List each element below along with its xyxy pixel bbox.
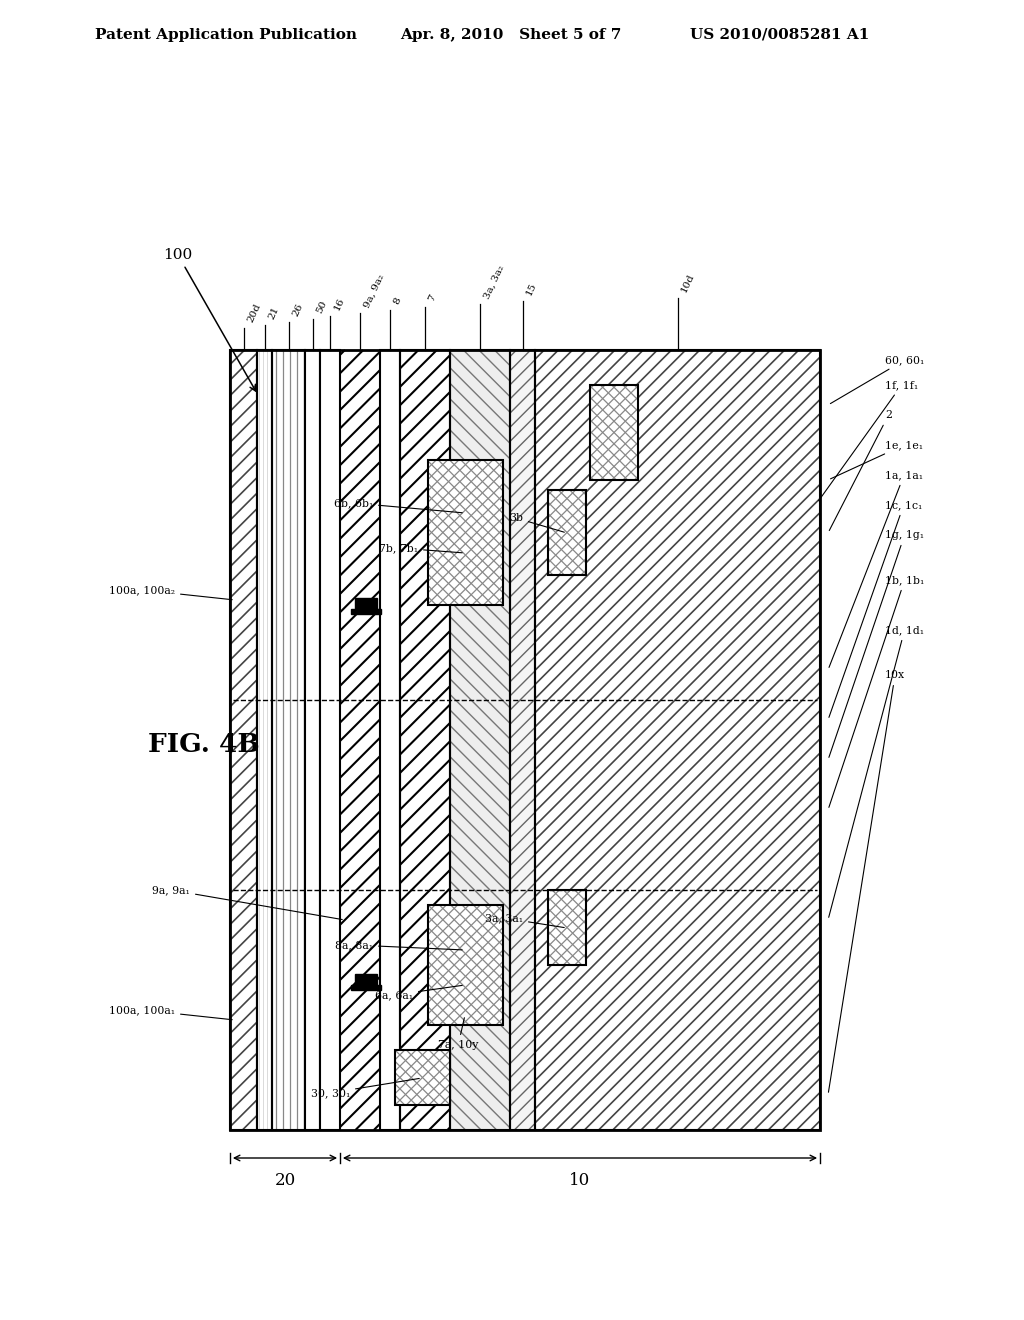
Text: US 2010/0085281 A1: US 2010/0085281 A1 xyxy=(690,28,869,42)
Bar xyxy=(272,350,305,1130)
Bar xyxy=(535,350,820,1130)
Bar xyxy=(428,906,503,1026)
Bar xyxy=(510,350,535,1130)
Text: 2: 2 xyxy=(829,411,892,531)
Bar xyxy=(395,1049,450,1105)
Bar xyxy=(257,350,272,1130)
Bar xyxy=(548,490,586,576)
Text: 100a, 100a₁: 100a, 100a₁ xyxy=(109,1005,232,1020)
Bar xyxy=(340,350,820,1130)
Text: 8a, 8a₁: 8a, 8a₁ xyxy=(335,940,462,950)
Text: 20: 20 xyxy=(274,1172,296,1189)
Text: 9a, 9a₁: 9a, 9a₁ xyxy=(153,884,342,920)
Text: 100: 100 xyxy=(164,248,256,391)
Text: 1f, 1f₁: 1f, 1f₁ xyxy=(818,380,919,500)
Text: 15: 15 xyxy=(524,281,539,297)
Bar xyxy=(230,350,257,1130)
Text: 10: 10 xyxy=(569,1172,591,1189)
Text: 3a, 3a₁: 3a, 3a₁ xyxy=(485,913,564,928)
Bar xyxy=(510,350,535,1130)
Text: 20d: 20d xyxy=(246,302,262,323)
Bar xyxy=(257,350,272,1130)
Text: 1d, 1d₁: 1d, 1d₁ xyxy=(828,624,924,917)
Text: 6a, 6a₁: 6a, 6a₁ xyxy=(375,986,462,1001)
Text: 6b, 6b₁: 6b, 6b₁ xyxy=(334,498,462,512)
Text: 16: 16 xyxy=(332,296,346,312)
Bar xyxy=(319,350,340,1130)
Bar xyxy=(355,974,377,986)
Text: 3b: 3b xyxy=(509,513,564,532)
Bar xyxy=(548,890,586,965)
Bar xyxy=(450,350,510,1130)
Bar xyxy=(380,350,400,1130)
Text: 21: 21 xyxy=(266,305,281,321)
Text: 7a, 10y: 7a, 10y xyxy=(438,1018,478,1049)
Bar xyxy=(590,385,638,480)
Bar xyxy=(230,350,820,1130)
Bar xyxy=(257,350,272,1130)
Text: 10x: 10x xyxy=(828,671,905,1092)
Bar xyxy=(400,350,450,1130)
Text: 30, 30₁: 30, 30₁ xyxy=(310,1078,419,1098)
Text: 60, 60₁: 60, 60₁ xyxy=(830,355,925,404)
Bar xyxy=(428,459,503,605)
Text: Apr. 8, 2010   Sheet 5 of 7: Apr. 8, 2010 Sheet 5 of 7 xyxy=(400,28,622,42)
Bar xyxy=(230,350,820,1130)
Text: 10d: 10d xyxy=(680,272,696,294)
Text: 1a, 1a₁: 1a, 1a₁ xyxy=(829,470,923,668)
Bar xyxy=(548,890,586,965)
Text: 7b, 7b₁: 7b, 7b₁ xyxy=(379,543,462,553)
Bar xyxy=(305,350,319,1130)
Bar xyxy=(428,459,503,605)
Text: 1g, 1g₁: 1g, 1g₁ xyxy=(828,531,924,758)
Text: FIG. 4B: FIG. 4B xyxy=(148,733,260,758)
Text: 3a, 3a₂: 3a, 3a₂ xyxy=(482,264,506,300)
Text: 9a, 9a₂: 9a, 9a₂ xyxy=(362,272,385,309)
Text: 100a, 100a₂: 100a, 100a₂ xyxy=(109,585,232,599)
Text: 8: 8 xyxy=(392,296,403,306)
Bar xyxy=(590,385,638,480)
Text: 1c, 1c₁: 1c, 1c₁ xyxy=(828,500,923,717)
Text: 26: 26 xyxy=(291,302,304,318)
Bar xyxy=(351,609,381,614)
Bar xyxy=(272,350,305,1130)
Text: 1e, 1e₁: 1e, 1e₁ xyxy=(830,440,923,479)
Bar xyxy=(351,985,381,990)
Bar xyxy=(395,1049,450,1105)
Text: 7: 7 xyxy=(427,293,438,304)
Bar xyxy=(535,350,820,1130)
Bar xyxy=(230,350,257,1130)
Bar xyxy=(450,350,510,1130)
Bar xyxy=(428,906,503,1026)
Bar xyxy=(355,598,377,610)
Text: Patent Application Publication: Patent Application Publication xyxy=(95,28,357,42)
Text: 1b, 1b₁: 1b, 1b₁ xyxy=(828,576,925,808)
Bar xyxy=(548,490,586,576)
Text: 50: 50 xyxy=(314,300,329,315)
